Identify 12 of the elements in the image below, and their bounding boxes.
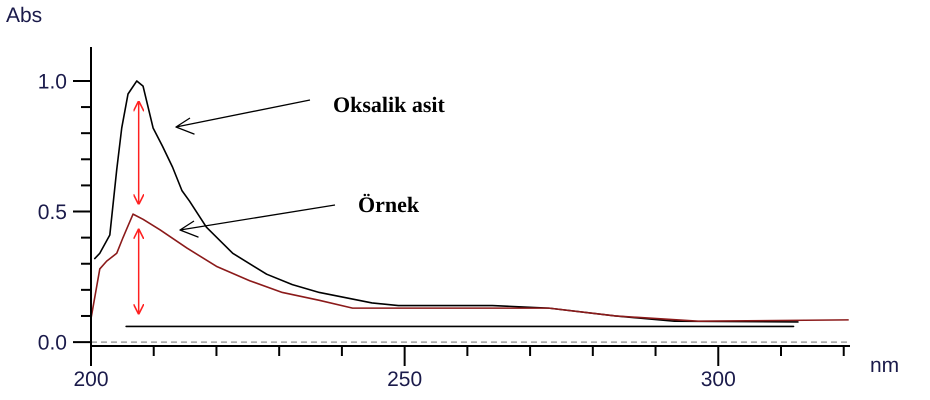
- line-series: [90, 213, 849, 322]
- y-tick-label: 0.0: [38, 331, 67, 354]
- line-series: [94, 80, 799, 323]
- x-tick-label: 300: [700, 368, 736, 391]
- x-tick-label: 250: [387, 368, 422, 391]
- x-axis-title: nm: [870, 354, 900, 377]
- annotation: Örnek: [358, 192, 420, 217]
- annotation: Oksalik asit: [333, 92, 446, 117]
- y-tick-label: 0.5: [38, 200, 67, 224]
- x-tick-label: 200: [73, 368, 109, 391]
- y-tick-label: 1.0: [38, 70, 67, 94]
- y-axis-title: Abs: [6, 4, 42, 27]
